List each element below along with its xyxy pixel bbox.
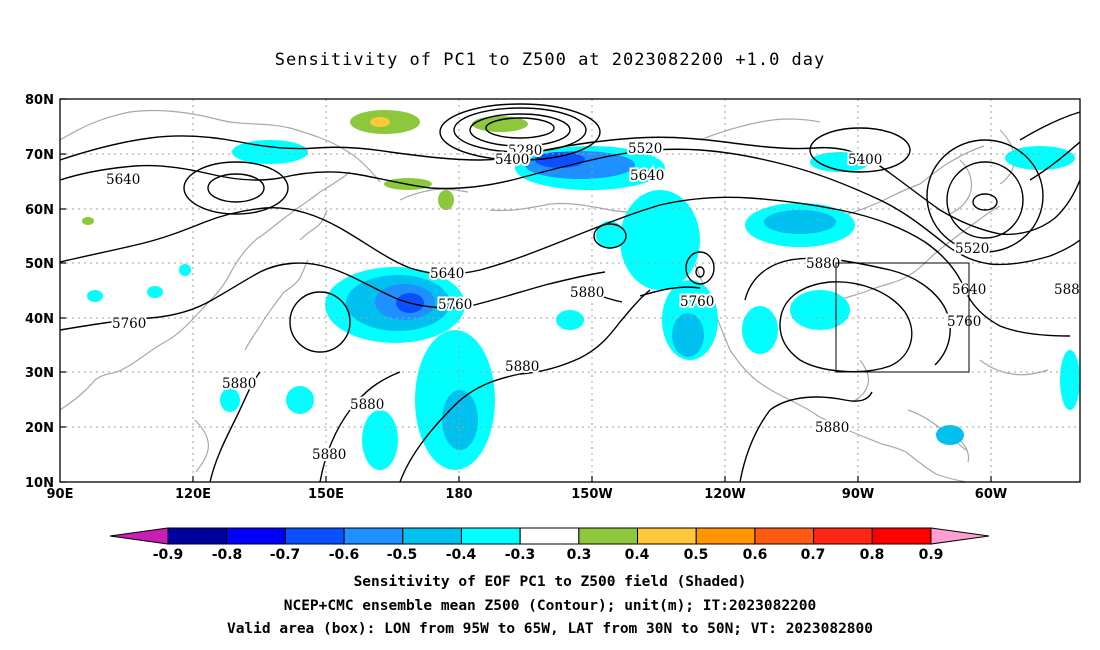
lat-label: 10N: [25, 476, 54, 491]
contour-label: 5520: [628, 141, 662, 157]
colorbar-high-end: [930, 527, 990, 545]
colorbar-label: 0.6: [743, 547, 768, 563]
caption-shaded: Sensitivity of EOF PC1 to Z500 field (Sh…: [353, 574, 747, 590]
lat-label: 30N: [25, 366, 54, 381]
contour-label: 5640: [630, 168, 664, 184]
lon-label: 120W: [704, 487, 745, 502]
contour-label: 588: [1054, 282, 1080, 298]
contour-label: 5880: [570, 285, 604, 301]
colorbar-label: 0.4: [625, 547, 650, 563]
colorbar: -0.9 -0.8 -0.7 -0.6 -0.5 -0.4 -0.3 0.3 0…: [109, 527, 990, 563]
colorbar-box: [871, 527, 932, 545]
colorbar-label: -0.7: [270, 547, 301, 563]
lat-label: 50N: [25, 257, 54, 272]
lon-label: 150E: [308, 487, 344, 502]
colorbar-label: -0.6: [329, 547, 360, 563]
lat-label: 80N: [25, 93, 54, 108]
lat-label: 70N: [25, 148, 54, 163]
contour-label: 5760: [947, 314, 981, 330]
longitude-labels: 90E 120E 150E 180 150W 120W 90W 60W: [47, 487, 1008, 502]
contour-label: 5880: [350, 397, 384, 413]
colorbar-box: [343, 527, 404, 545]
contour-label: 5640: [430, 266, 464, 282]
colorbar-box: [167, 527, 228, 545]
contour-labels: 5280 5400 5520 5640 5400 5640 5520 5640 …: [104, 139, 1082, 465]
valid-area-box: [835, 262, 970, 373]
lon-label: 150W: [571, 487, 612, 502]
contour-label: 5520: [955, 241, 989, 257]
lon-label: 90E: [47, 487, 74, 502]
colorbar-label: -0.5: [387, 547, 418, 563]
lon-label: 180: [445, 487, 472, 502]
lon-label: 120E: [175, 487, 211, 502]
lat-label: 40N: [25, 312, 54, 327]
colorbar-label: 0.5: [684, 547, 709, 563]
colorbar-box: [754, 527, 815, 545]
colorbar-low-end: [109, 527, 169, 545]
colorbar-box: [813, 527, 873, 545]
colorbar-box: [284, 527, 345, 545]
colorbar-label: -0.9: [153, 547, 184, 563]
colorbar-box: [226, 527, 286, 545]
contour-label: 5400: [848, 152, 882, 168]
caption-valid-area: Valid area (box): LON from 95W to 65W, L…: [226, 621, 873, 637]
colorbar-label: -0.3: [505, 547, 536, 563]
colorbar-box: [460, 527, 521, 545]
map-frame: [59, 98, 1081, 483]
axis-ticks: [60, 98, 992, 483]
lon-label: 60W: [975, 487, 1007, 502]
colorbar-label: 0.9: [919, 547, 944, 563]
contour-label: 5400: [495, 152, 529, 168]
colorbar-box: [695, 527, 756, 545]
colorbar-label: 0.8: [860, 547, 885, 563]
colorbar-label: -0.8: [212, 547, 243, 563]
contour-label: 5640: [106, 172, 140, 188]
colorbar-box: [637, 527, 697, 545]
colorbar-box: [578, 527, 639, 545]
contour-label: 5880: [815, 420, 849, 436]
contour-label: 5880: [312, 447, 346, 463]
contour-label: 5880: [222, 376, 256, 392]
lat-label: 20N: [25, 421, 54, 436]
colorbar-labels: -0.9 -0.8 -0.7 -0.6 -0.5 -0.4 -0.3 0.3 0…: [153, 547, 944, 563]
lon-label: 90W: [842, 487, 874, 502]
contour-label: 5880: [505, 359, 539, 375]
colorbar-boxes: [167, 527, 932, 545]
colorbar-label: -0.4: [446, 547, 477, 563]
contour-label: 5280: [508, 143, 542, 159]
figure-title: Sensitivity of PC1 to Z500 at 2023082200…: [274, 50, 826, 70]
colorbar-label: 0.7: [801, 547, 826, 563]
lat-label: 60N: [25, 203, 54, 218]
contour-label: 5880: [806, 256, 840, 272]
caption-contour: NCEP+CMC ensemble mean Z500 (Contour); u…: [283, 598, 817, 614]
z500-contours: [59, 103, 1081, 483]
contour-label: 5760: [680, 294, 714, 310]
contour-label: 5760: [112, 316, 146, 332]
latitude-labels: 80N 70N 60N 50N 40N 30N 20N 10N: [25, 93, 54, 491]
colorbar-box: [402, 527, 462, 545]
gridlines: [60, 99, 1080, 482]
colorbar-box: [519, 527, 580, 545]
colorbar-label: 0.3: [567, 547, 592, 563]
contour-label: 5760: [438, 297, 472, 313]
